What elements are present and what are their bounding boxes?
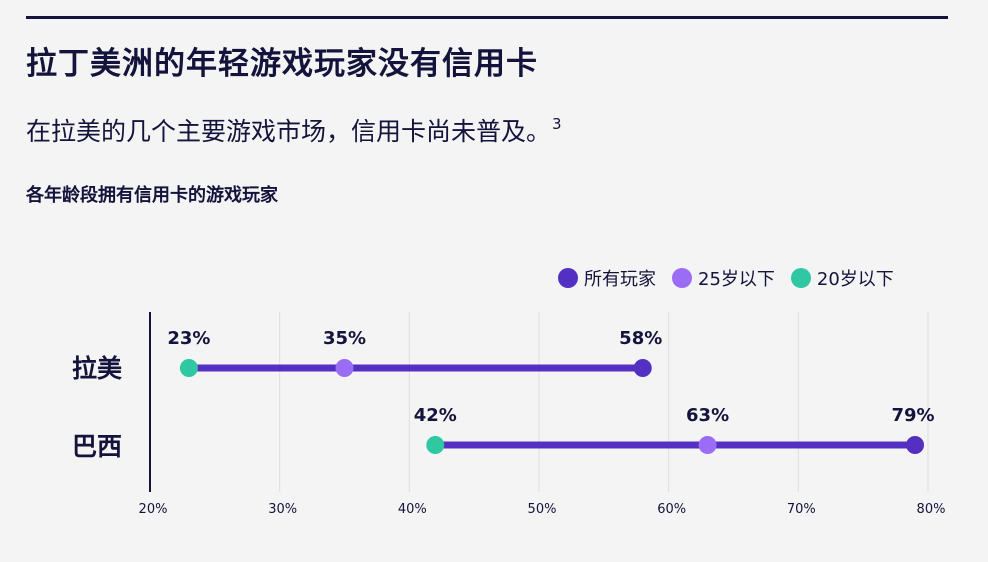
page-title: 拉丁美洲的年轻游戏玩家没有信用卡 (26, 46, 538, 82)
data-label: 79% (891, 405, 934, 426)
data-label: 42% (414, 405, 457, 426)
legend-item-all-players: 所有玩家 (558, 265, 656, 291)
top-rule (26, 16, 948, 19)
page-subtitle: 在拉美的几个主要游戏市场，信用卡尚未普及。3 (26, 112, 562, 148)
x-tick-label: 40% (398, 502, 427, 517)
x-tick-label: 80% (917, 502, 946, 517)
footnote-ref: 3 (552, 115, 562, 133)
data-label: 35% (323, 328, 366, 349)
legend-label-all-players: 所有玩家 (584, 269, 656, 290)
row-label-brazil: 巴西 (72, 432, 123, 461)
x-tick-label: 20% (139, 502, 168, 517)
data-point (698, 436, 717, 454)
data-point (906, 436, 925, 454)
data-label: 63% (686, 405, 729, 426)
data-point (633, 359, 652, 377)
legend-dot-under-20 (790, 268, 811, 288)
x-tick-label: 30% (268, 502, 297, 517)
chart-title: 各年龄段拥有信用卡的游戏玩家 (26, 185, 278, 206)
legend-label-under-20: 20岁以下 (816, 269, 894, 290)
x-tick-label: 70% (787, 502, 816, 517)
chart-legend: 所有玩家 25岁以下 20岁以下 (558, 265, 894, 291)
legend-item-under-20: 20岁以下 (790, 265, 894, 291)
subtitle-text: 在拉美的几个主要游戏市场，信用卡尚未普及。 (26, 117, 552, 146)
legend-label-under-25: 25岁以下 (698, 269, 775, 290)
data-point (426, 436, 445, 454)
legend-dot-all-players (558, 268, 578, 288)
legend-item-under-25: 25岁以下 (672, 265, 775, 291)
data-label: 58% (619, 328, 662, 349)
legend-dot-under-25 (672, 268, 692, 288)
x-tick-label: 60% (657, 502, 686, 517)
data-label: 23% (167, 328, 210, 349)
data-point (179, 359, 198, 377)
row-label-latam: 拉美 (72, 354, 123, 383)
x-tick-label: 50% (528, 502, 557, 517)
data-point (335, 359, 354, 377)
